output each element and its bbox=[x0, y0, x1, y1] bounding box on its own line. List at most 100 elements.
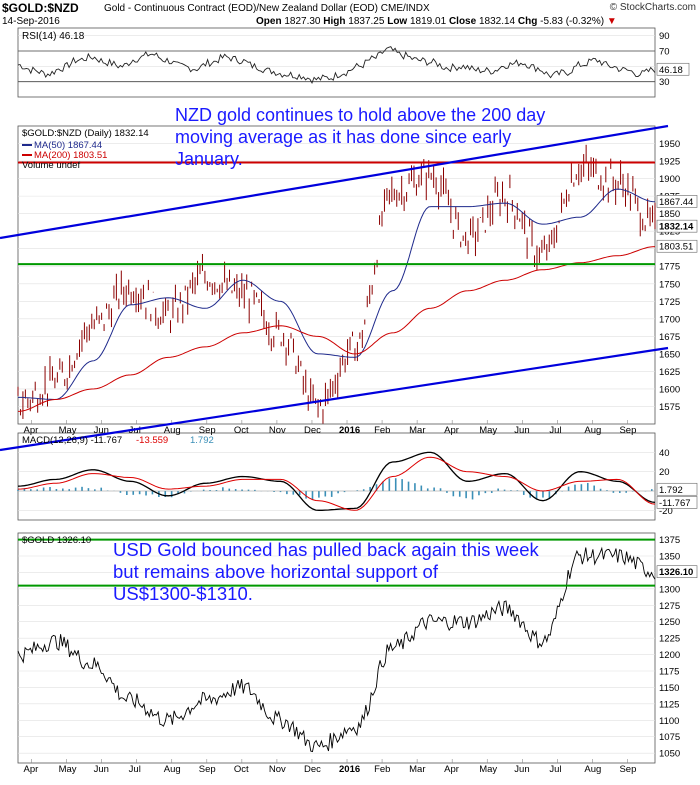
price-ytick-label: 1700 bbox=[659, 314, 680, 325]
gold-last-label: 1326.10 bbox=[659, 567, 693, 578]
price-xtick-label: Mar bbox=[409, 425, 425, 436]
ma50-legend: MA(50) 1867.44 bbox=[34, 140, 102, 151]
macd-ytick-label: -20 bbox=[659, 506, 673, 517]
rsi-last-box bbox=[656, 62, 690, 76]
low-value: 1819.01 bbox=[410, 16, 447, 27]
macd-hist-legend: 1.792 bbox=[190, 435, 214, 446]
down-arrow-icon: ▼ bbox=[606, 16, 617, 27]
rsi-legend: RSI(14) 46.18 bbox=[22, 31, 85, 42]
price-ytick-label: 1750 bbox=[659, 279, 680, 290]
price-xtick-label: Oct bbox=[234, 425, 249, 436]
rsi-ytick-label: 30 bbox=[659, 77, 670, 88]
price-ytick-label: 1900 bbox=[659, 174, 680, 185]
gold-ytick-label: 1375 bbox=[659, 535, 680, 546]
gold-xtick-label: 2016 bbox=[339, 764, 360, 775]
gold-ytick-label: 1225 bbox=[659, 634, 680, 645]
gold-xtick-label: Oct bbox=[234, 764, 249, 775]
chg-label: Chg bbox=[517, 16, 538, 27]
low-label: Low bbox=[387, 16, 408, 27]
price-ytick-label: 1950 bbox=[659, 139, 680, 150]
price-ytick-label: 1925 bbox=[659, 157, 680, 168]
rsi-last-label: 46.18 bbox=[659, 65, 683, 76]
gold-xtick-label: Jul bbox=[129, 764, 141, 775]
price-ytick-label: 1650 bbox=[659, 349, 680, 360]
gold-ytick-label: 1150 bbox=[659, 683, 679, 694]
price-xtick-label: May bbox=[59, 425, 77, 436]
ma50-line bbox=[18, 188, 656, 401]
gold-xtick-label: Nov bbox=[269, 764, 286, 775]
gold-ytick-label: 1350 bbox=[659, 552, 680, 563]
high-value: 1837.25 bbox=[348, 16, 385, 27]
price-legend-symbol: $GOLD:$NZD (Daily) 1832.14 bbox=[22, 128, 149, 139]
gold-xtick-label: Aug bbox=[584, 764, 601, 775]
gold-ytick-label: 1250 bbox=[659, 617, 680, 628]
gold-xtick-label: Jun bbox=[514, 764, 529, 775]
price-xtick-label: Jun bbox=[514, 425, 529, 436]
price-last-label: 1803.51 bbox=[659, 242, 693, 253]
price-xtick-label: Dec bbox=[304, 425, 321, 436]
gold-xtick-label: Dec bbox=[304, 764, 321, 775]
open-label: Open bbox=[256, 16, 282, 27]
gold-xtick-label: Apr bbox=[444, 764, 459, 775]
macd-line bbox=[17, 451, 656, 511]
gold-xtick-label: May bbox=[479, 764, 497, 775]
gold-ytick-label: 1300 bbox=[659, 584, 680, 595]
macd-last-label: -11.767 bbox=[659, 498, 691, 509]
macd-ytick-label: 20 bbox=[659, 467, 670, 478]
price-ytick-label: 1625 bbox=[659, 367, 680, 378]
chart-date: 14-Sep-2016 bbox=[2, 16, 60, 27]
ma200-legend: MA(200) 1803.51 bbox=[34, 150, 107, 161]
ma200-line bbox=[17, 246, 656, 412]
gold-ytick-label: 1050 bbox=[659, 749, 680, 760]
close-value: 1832.14 bbox=[478, 16, 516, 27]
price-ytick-label: 1775 bbox=[659, 262, 680, 273]
price-last-label: 1867.44 bbox=[659, 197, 693, 208]
gold-ytick-label: 1075 bbox=[659, 732, 680, 743]
upper-channel-trendline bbox=[0, 124, 669, 240]
rsi-panel-frame bbox=[17, 27, 656, 98]
price-xtick-label: Aug bbox=[584, 425, 601, 436]
price-ytick-label: 1600 bbox=[659, 384, 680, 395]
macd-panel-frame bbox=[17, 432, 656, 521]
price-ytick-label: 1575 bbox=[659, 402, 680, 413]
price-ytick-label: 1725 bbox=[659, 297, 680, 308]
macd-signal-legend: -13.559 bbox=[136, 435, 168, 446]
price-last-box bbox=[656, 195, 698, 208]
price-xtick-label: Sep bbox=[619, 425, 636, 436]
ohlc-readout: Open 1827.30 High 1837.25 Low 1819.01 Cl… bbox=[256, 16, 617, 27]
brand-label[interactable]: © StockCharts.com bbox=[609, 2, 696, 13]
price-last-box bbox=[656, 219, 698, 233]
price-xtick-label: Nov bbox=[269, 425, 286, 436]
gold-xtick-label: May bbox=[59, 764, 77, 775]
price-xtick-label: Sep bbox=[199, 425, 216, 436]
price-xtick-label: Jun bbox=[94, 425, 109, 436]
price-panel-frame bbox=[17, 125, 656, 425]
price-ytick-label: 1675 bbox=[659, 332, 680, 343]
gold-ytick-label: 1175 bbox=[659, 667, 679, 678]
price-xtick-label: Feb bbox=[374, 425, 390, 436]
close-label: Close bbox=[448, 16, 477, 27]
price-xtick-label: 2016 bbox=[339, 425, 360, 436]
price-xtick-label: Aug bbox=[164, 425, 181, 436]
gold-xtick-label: Sep bbox=[619, 764, 636, 775]
lower-channel-trendline bbox=[0, 346, 669, 452]
gold-xtick-label: Jul bbox=[549, 764, 561, 775]
gold-last-box bbox=[656, 565, 698, 579]
chart-symbol: $GOLD:$NZD bbox=[2, 1, 79, 15]
open-value: 1827.30 bbox=[284, 16, 321, 27]
chg-value: -5.83 (-0.32%) bbox=[540, 16, 605, 27]
gold-xtick-label: Jun bbox=[94, 764, 109, 775]
gold-legend: $GOLD 1326.10 bbox=[22, 535, 91, 546]
price-ytick-label: 1850 bbox=[659, 209, 680, 220]
macd-ytick-label: 40 bbox=[659, 448, 670, 459]
annotation-nzd: NZD gold continues to hold above the 200… bbox=[175, 105, 546, 169]
price-xtick-label: Apr bbox=[24, 425, 39, 436]
macd-last-label: 1.792 bbox=[659, 485, 683, 496]
annotation-usd: USD Gold bounced has pulled back again t… bbox=[113, 539, 539, 604]
gold-panel-frame bbox=[17, 532, 656, 764]
gold-price-line bbox=[17, 546, 656, 753]
gold-xtick-label: Mar bbox=[409, 764, 425, 775]
price-xtick-label: Jul bbox=[549, 425, 561, 436]
gold-xtick-label: Aug bbox=[164, 764, 181, 775]
